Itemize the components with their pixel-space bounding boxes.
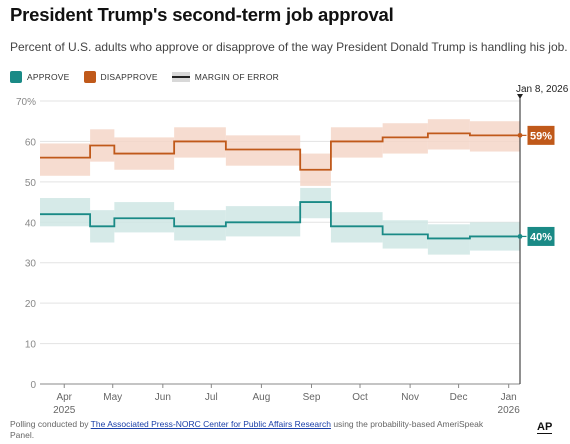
legend-item-disapprove: DISAPPROVE [83,71,158,83]
approve-moe-band [330,212,383,243]
y-tick-label: 40 [25,218,37,229]
x-tick-label: Dec [450,392,468,403]
legend-item-approve: APPROVE [10,71,70,83]
disapprove-line [40,132,520,171]
x-tick-label: Jun [155,392,171,403]
approve-moe-band [40,198,91,227]
approve-moe-band [300,187,331,219]
current-date-marker-icon [517,94,523,99]
x-tick-label: Sep [303,392,321,403]
disapprove-moe-band [427,119,470,150]
y-tick-label: 20 [25,299,37,310]
disapprove-end-label: 59% [530,130,552,142]
legend-label-approve: APPROVE [27,72,70,82]
disapprove-moe-band [382,123,428,154]
legend: APPROVE DISAPPROVE MARGIN OF ERROR [10,71,293,83]
approve-end-badge [526,225,556,247]
x-tick-year: 2025 [53,405,76,416]
disapprove-moe-band [225,135,301,166]
disapprove-moe-band [330,127,383,158]
x-tick-label: Oct [352,392,368,403]
x-tick-label: Aug [253,392,271,403]
y-tick-label: 70% [16,97,36,108]
approve-line [40,201,520,240]
footer-prefix: Polling conducted by [10,419,91,429]
legend-item-moe: MARGIN OF ERROR [171,72,280,82]
y-tick-label: 50 [25,178,37,189]
x-tick-label: Jan [501,392,517,403]
footer-suffix: using the probability-based AmeriSpeak P… [10,419,484,440]
current-date-label: Jan 8, 2026 [516,84,569,95]
approve-moe-band [427,224,470,255]
disapprove-end-badge [526,124,556,146]
footer-source: Polling conducted by The Associated Pres… [10,419,490,441]
ap-logo: AP [537,421,553,434]
legend-label-moe: MARGIN OF ERROR [194,72,280,82]
chart-subtitle: Percent of U.S. adults who approve or di… [10,40,568,54]
y-tick-label: 60 [25,137,37,148]
x-tick-year: 2026 [498,405,521,416]
x-tick-label: Apr [56,392,72,403]
approve-moe-band [174,210,226,241]
y-tick-label: 10 [25,340,37,351]
moe-swatch [171,72,190,82]
disapprove-swatch [83,71,96,83]
approve-moe-band [114,202,175,233]
disapprove-moe-band [40,143,91,176]
x-tick-label: May [103,392,122,403]
disapprove-moe-band [174,127,226,158]
legend-label-disapprove: DISAPPROVE [100,72,158,82]
approve-end-label: 40% [530,231,552,243]
chart-title: President Trump's second-term job approv… [10,4,394,25]
source-link[interactable]: The Associated Press-NORC Center for Pub… [90,419,331,429]
x-tick-label: Nov [401,392,419,403]
x-tick-label: Jul [205,392,218,403]
approve-moe-band [225,206,301,237]
y-tick-label: 0 [30,380,36,391]
approve-swatch [10,71,22,83]
disapprove-moe-band [469,121,520,152]
y-tick-label: 30 [25,259,37,270]
